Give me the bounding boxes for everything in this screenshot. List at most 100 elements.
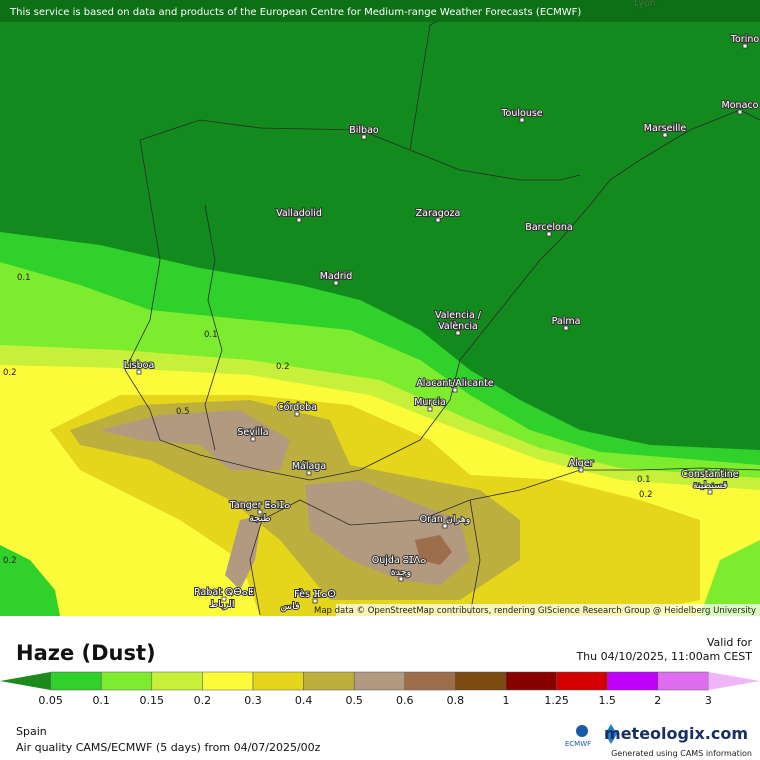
legend-swatch — [708, 672, 760, 690]
legend-label: 1.5 — [598, 694, 616, 707]
city-label: Monaco — [722, 100, 759, 111]
city-dot — [519, 117, 525, 123]
border — [469, 499, 481, 616]
city-label: Tanger ⵟⴰⵏⵊⴰ — [229, 500, 291, 511]
brand-logo — [605, 724, 617, 744]
legend-swatch — [252, 671, 304, 691]
brand: meteologix.com — [604, 724, 748, 743]
ecmwf-logo — [576, 725, 588, 737]
city-label: Oran وهران — [420, 514, 471, 525]
city-label: Constantine — [681, 469, 738, 480]
city-label: Oujda ⵓⵊⴷⴰ — [372, 555, 426, 566]
city-dot — [563, 325, 569, 331]
city-label: Alger — [569, 458, 594, 469]
source: Air quality CAMS/ECMWF (5 days) from 04/… — [16, 741, 321, 754]
city-dot — [398, 576, 404, 582]
city-dot — [136, 369, 142, 375]
legend: 0.05 0.1 0.15 0.2 0.3 0.4 0.5 0.6 0.8 1 1.25 1.5 2 3 — [0, 671, 760, 707]
coastline — [139, 19, 441, 151]
legend-label: 0.05 — [38, 694, 63, 707]
city-dot — [578, 467, 584, 473]
city-label: Torino — [730, 34, 760, 45]
zone — [415, 535, 452, 565]
city-dot — [452, 387, 458, 393]
city-label: Barcelona — [525, 222, 572, 233]
border — [204, 204, 223, 451]
coastline — [249, 467, 760, 616]
city-label: Valencia / — [435, 310, 482, 321]
city-dot — [455, 330, 461, 336]
contour-label: 0.1 — [637, 475, 651, 485]
legend-swatch — [455, 671, 507, 691]
legend-label: 1 — [503, 694, 510, 707]
city-dot — [294, 411, 300, 417]
border — [409, 149, 581, 181]
city-dot — [737, 109, 743, 115]
legend-swatch — [100, 671, 153, 691]
legend-label: 0.5 — [345, 694, 363, 707]
legend-label: 3 — [705, 694, 712, 707]
legend-swatch — [404, 671, 456, 691]
attribution: Map data © OpenStreetMap contributors, r… — [314, 606, 756, 616]
contour-label: 0.5 — [176, 407, 190, 417]
city-label: Marseille — [644, 123, 687, 134]
legend-swatch — [303, 671, 355, 691]
city-dot — [257, 509, 263, 515]
contour-label: 0.1 — [204, 330, 218, 340]
zone — [100, 410, 290, 470]
city-dot — [442, 523, 448, 529]
contour-label: 0.2 — [276, 362, 290, 372]
city-label: València — [438, 321, 478, 332]
legend-label: 0.4 — [295, 694, 313, 707]
city-dot — [221, 596, 227, 602]
contour-label: 0.2 — [3, 368, 17, 378]
city-label: Lisboa — [124, 360, 155, 371]
legend-label: 1.25 — [544, 694, 569, 707]
city-label: Madrid — [320, 271, 353, 282]
coastline — [124, 109, 760, 481]
valid-label: Valid for — [707, 636, 753, 649]
contour-labels: 0.1 0.2 0.1 0.2 0.5 0.2 0.1 0.2 — [3, 273, 653, 566]
city-dot — [333, 280, 339, 286]
contour-label: 0.2 — [639, 490, 653, 500]
city-label: Palma — [552, 316, 581, 327]
city-label: Bilbao — [349, 125, 379, 136]
city-label: وجدة — [391, 567, 411, 578]
legend-swatch — [50, 671, 102, 691]
ecmwf-label: ECMWF — [565, 740, 591, 748]
city-label: Málaga — [292, 461, 326, 472]
city-dot — [427, 406, 433, 412]
legend-swatch — [556, 671, 608, 691]
city-dot — [435, 217, 441, 223]
city-label: Alacant/Alicante — [416, 378, 494, 389]
city-dot — [312, 598, 318, 604]
city-label: Fès ⴼⴰⵙ — [294, 589, 336, 600]
legend-swatch — [0, 672, 51, 690]
city-label: قسنطينة — [693, 480, 728, 491]
city-dot — [361, 134, 367, 140]
city-dot — [546, 231, 552, 237]
legend-label: 0.8 — [447, 694, 465, 707]
title: Haze (Dust) — [16, 641, 156, 665]
city-label: الرباط — [209, 599, 234, 610]
attribution-bg — [336, 604, 760, 616]
legend-swatch — [606, 671, 659, 691]
zone — [225, 515, 262, 590]
city-label: Zaragoza — [416, 208, 461, 219]
zone — [0, 545, 60, 616]
legend-label: 2 — [654, 694, 661, 707]
contour-label: 0.1 — [17, 273, 31, 283]
city-dot — [306, 470, 312, 476]
legend-label: 0.6 — [396, 694, 414, 707]
legend-swatch — [202, 671, 254, 691]
legend-swatch — [657, 671, 709, 691]
city-label: Toulouse — [500, 108, 542, 119]
legend-label: 0.3 — [244, 694, 262, 707]
city-dot — [662, 132, 668, 138]
city-label: Córdoba — [277, 402, 317, 413]
header-notice: This service is based on data and produc… — [9, 7, 581, 18]
generated-note: Generated using CAMS information — [611, 749, 752, 758]
city-label: Murcia — [414, 397, 446, 408]
zone — [700, 540, 760, 616]
